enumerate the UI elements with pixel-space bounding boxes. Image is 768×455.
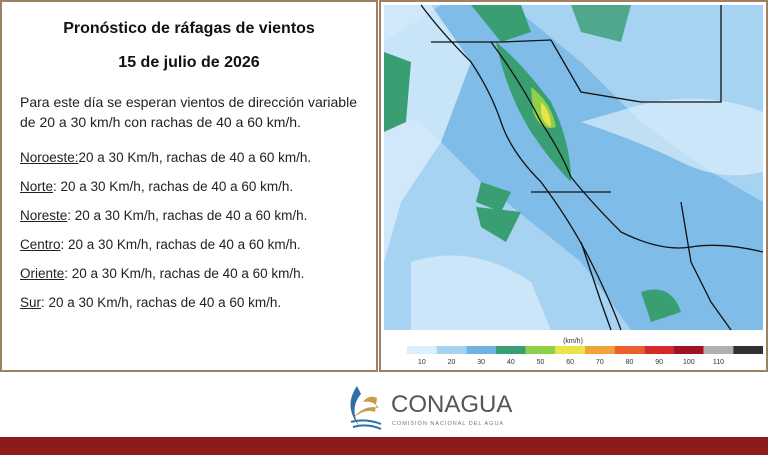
legend-unit: (km/h) bbox=[563, 338, 583, 345]
region-row: Centro: 20 a 30 Km/h, rachas de 40 a 60 … bbox=[20, 237, 301, 252]
legend-tick-label: 40 bbox=[507, 359, 515, 366]
legend-swatch bbox=[644, 346, 674, 354]
coastlines bbox=[420, 4, 764, 331]
logo-bird bbox=[353, 396, 379, 418]
region-forecast: : 20 a 30 Km/h, rachas de 40 a 60 km/h. bbox=[41, 295, 282, 310]
legend-tick-label: 90 bbox=[655, 359, 663, 366]
summary: Para este día se esperan vientos de dire… bbox=[20, 92, 357, 132]
legend-swatch bbox=[407, 346, 437, 354]
legend-tick-label: 60 bbox=[566, 359, 574, 366]
legend-tick-label: 100 bbox=[683, 359, 695, 366]
region-row: Oriente: 20 a 30 Km/h, rachas de 40 a 60… bbox=[20, 266, 304, 281]
logo-waves bbox=[350, 419, 382, 430]
summary-line: Para este día se esperan vientos de dire… bbox=[20, 94, 357, 110]
region-name: Noroeste: bbox=[20, 150, 79, 165]
region-forecast: : 20 a 30 Km/h, rachas de 40 a 60 km/h. bbox=[53, 179, 294, 194]
region-name: Centro bbox=[20, 237, 61, 252]
region-name: Norte bbox=[20, 179, 54, 194]
legend-tick-label: 70 bbox=[596, 359, 604, 366]
legend-swatch bbox=[614, 346, 645, 354]
logo-swirl bbox=[350, 386, 361, 426]
legend-swatch bbox=[703, 346, 734, 354]
legend-tick-label: 110 bbox=[713, 359, 724, 366]
legend-swatch bbox=[674, 346, 704, 354]
legend-swatch bbox=[555, 346, 585, 354]
logo-name: CONAGUA bbox=[391, 391, 512, 418]
region-row: Norte: 20 a 30 Km/h, rachas de 40 a 60 k… bbox=[20, 179, 293, 194]
legend-swatch bbox=[436, 346, 467, 354]
region-forecast: : 20 a 30 Km/h, rachas de 40 a 60 km/h. bbox=[67, 208, 308, 223]
legend-swatch bbox=[496, 346, 526, 354]
legend-swatch bbox=[525, 346, 556, 354]
legend-swatch bbox=[585, 346, 615, 354]
legend-tick-label: 50 bbox=[537, 359, 545, 366]
forecast-panel: Pronóstico de ráfagas de vientos 15 de j… bbox=[0, 0, 378, 372]
title: Pronóstico de ráfagas de vientos bbox=[63, 20, 315, 37]
footer-bar bbox=[0, 437, 768, 455]
region-name: Sur bbox=[20, 295, 42, 310]
region-forecast: : 20 a 30 Km/h, rachas de 40 a 60 km/h. bbox=[64, 266, 305, 281]
legend-swatch bbox=[466, 346, 496, 354]
wind-map: (km/h) 10 20 30 40 50 60 70 80 90 100 110 bbox=[384, 4, 764, 366]
region-forecast: 20 a 30 Km/h, rachas de 40 a 60 km/h. bbox=[78, 150, 312, 165]
region-name: Noreste bbox=[20, 208, 68, 223]
color-legend: 10 20 30 40 50 60 70 80 90 100 110 bbox=[407, 346, 763, 366]
legend-tick-label: 10 bbox=[418, 359, 426, 366]
date: 15 de julio de 2026 bbox=[118, 54, 260, 71]
legend-tick-label: 30 bbox=[477, 359, 485, 366]
legend-tick-label: 20 bbox=[448, 359, 456, 366]
logo: CONAGUA COMISIÓN NACIONAL DEL AGUA bbox=[350, 386, 512, 430]
region-row: Noroeste:20 a 30 Km/h, rachas de 40 a 60… bbox=[20, 150, 311, 165]
map-panel: (km/h) 10 20 30 40 50 60 70 80 90 100 110 bbox=[379, 0, 768, 372]
region-name: Oriente bbox=[20, 266, 65, 281]
region-row: Sur: 20 a 30 Km/h, rachas de 40 a 60 km/… bbox=[20, 295, 281, 310]
region-forecast: : 20 a 30 Km/h, rachas de 40 a 60 km/h. bbox=[60, 237, 301, 252]
legend-swatch bbox=[733, 346, 763, 354]
region-row: Noreste: 20 a 30 Km/h, rachas de 40 a 60… bbox=[20, 208, 307, 223]
summary-line: de 20 a 30 km/h con rachas de 40 a 60 km… bbox=[20, 114, 301, 130]
map-shading bbox=[384, 5, 763, 330]
legend-tick-label: 80 bbox=[626, 359, 634, 366]
logo-subtitle: COMISIÓN NACIONAL DEL AGUA bbox=[392, 420, 504, 427]
